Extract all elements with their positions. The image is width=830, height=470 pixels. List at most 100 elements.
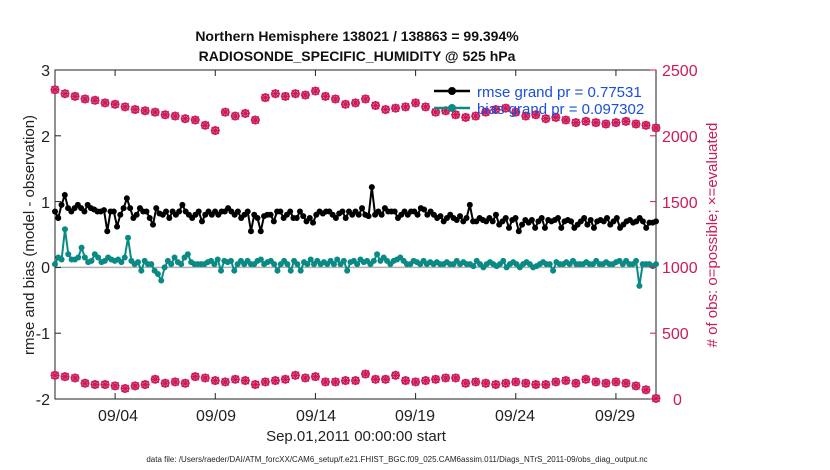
obs-evaluated-obs_possible_00Z-10 <box>150 107 160 117</box>
rmse-point-76 <box>300 213 307 220</box>
obs-marker-obs_low_12Z-33 <box>381 374 391 384</box>
obs-evaluated-obs_low_12Z-53 <box>581 374 591 384</box>
obs-marker-obs_possible_00Z-60 <box>651 123 661 133</box>
obs-marker-obs_low_12Z-43 <box>481 378 491 388</box>
obs-marker-obs_possible_00Z-2 <box>70 91 80 101</box>
bias-point-62 <box>257 256 264 263</box>
obs-marker-obs_low_12Z-6 <box>110 381 120 391</box>
obs-marker-obs_low_12Z-12 <box>170 377 180 387</box>
rmse-point-30 <box>149 221 156 228</box>
obs-marker-obs_possible_00Z-13 <box>180 114 190 124</box>
obs-marker-obs_low_12Z-50 <box>551 377 561 387</box>
obs-evaluated-obs_low_12Z-29 <box>340 376 350 386</box>
obs-marker-obs_possible_00Z-15 <box>200 120 210 130</box>
obs-evaluated-obs_possible_00Z-57 <box>621 116 631 126</box>
obs-evaluated-obs_possible_00Z-45 <box>501 103 511 113</box>
obs-evaluated-obs_possible_00Z-13 <box>180 114 190 124</box>
bias-point-13 <box>95 254 102 261</box>
bias-point-97 <box>374 251 381 258</box>
obs-marker-obs_low_12Z-37 <box>421 376 431 386</box>
obs-marker-obs_possible_00Z-11 <box>160 110 170 120</box>
obs-evaluated-obs_possible_00Z-19 <box>240 108 250 118</box>
obs-marker-obs_low_12Z-9 <box>140 380 150 390</box>
obs-marker-obs_possible_00Z-3 <box>80 94 90 104</box>
bias-point-3 <box>61 226 68 233</box>
rmse-point-96 <box>365 213 372 220</box>
obs-marker-obs_possible_00Z-42 <box>471 111 481 121</box>
obs-marker-obs_possible_00Z-1 <box>60 89 70 99</box>
obs-evaluated-obs_possible_00Z-42 <box>471 111 481 121</box>
obs-evaluated-obs_low_12Z-12 <box>170 377 180 387</box>
rmse-point-86 <box>332 215 339 222</box>
obs-marker-obs_possible_00Z-50 <box>551 112 561 122</box>
left-tick-minus1: -1 <box>36 326 50 343</box>
rmse-point-22 <box>123 195 130 202</box>
x-tick-0904: 09/04 <box>98 408 138 425</box>
obs-marker-obs_low_12Z-36 <box>411 377 421 387</box>
obs-evaluated-obs_low_12Z-20 <box>250 380 260 390</box>
obs-marker-obs_low_12Z-26 <box>310 372 320 382</box>
obs-evaluated-obs_low_12Z-56 <box>611 377 621 387</box>
rmse-point-38 <box>176 208 183 215</box>
obs-marker-obs_low_12Z-15 <box>200 373 210 383</box>
obs-evaluated-obs_low_12Z-46 <box>511 377 521 387</box>
bias-point-50 <box>218 267 225 274</box>
y-axis-right-label: # of obs: o=possible; ×=evaluated <box>704 123 721 348</box>
obs-marker-obs_low_12Z-52 <box>571 378 581 388</box>
rmse-point-56 <box>234 208 241 215</box>
obs-evaluated-obs_possible_00Z-44 <box>491 104 501 114</box>
obs-marker-obs_low_12Z-44 <box>491 380 501 390</box>
rmse-point-150 <box>541 224 548 231</box>
obs-evaluated-obs_possible_00Z-16 <box>210 126 220 136</box>
rmse-point-2 <box>58 201 65 208</box>
chart-title-line2: RADIOSONDE_SPECIFIC_HUMIDITY @ 525 hPa <box>199 48 516 64</box>
rmse-point-104 <box>391 208 398 215</box>
bias-point-74 <box>297 267 304 274</box>
ticks-layer <box>55 69 656 400</box>
rmse-point-9 <box>81 208 88 215</box>
rmse-point-127 <box>466 201 473 208</box>
obs-evaluated-obs_low_12Z-27 <box>320 377 330 387</box>
rmse-point-93 <box>355 211 362 218</box>
bias-point-88 <box>344 267 351 274</box>
obs-evaluated-obs_low_12Z-14 <box>190 372 200 382</box>
x-tick-0924: 09/24 <box>495 408 535 425</box>
obs-marker-obs_low_12Z-1 <box>60 372 70 382</box>
obs-marker-obs_possible_00Z-19 <box>240 108 250 118</box>
bias-point-54 <box>231 267 238 274</box>
bias-point-48 <box>211 261 218 268</box>
rmse-point-164 <box>587 217 594 224</box>
obs-marker-obs_low_12Z-8 <box>130 381 140 391</box>
bias-point-135 <box>500 257 507 264</box>
obs-marker-obs_low_12Z-47 <box>521 378 531 388</box>
legend-rmse-marker <box>448 87 456 95</box>
obs-marker-obs_low_12Z-32 <box>371 374 381 384</box>
obs-evaluated-obs_possible_00Z-51 <box>561 115 571 125</box>
rmse-point-23 <box>127 205 134 212</box>
rmse-point-172 <box>613 215 620 222</box>
obs-evaluated-obs_possible_00Z-26 <box>310 86 320 96</box>
obs-marker-obs_possible_00Z-6 <box>110 99 120 109</box>
bias-point-149 <box>546 261 553 268</box>
obs-marker-obs_possible_00Z-57 <box>621 116 631 126</box>
obs-marker-obs_low_12Z-45 <box>501 378 511 388</box>
obs-evaluated-obs_possible_00Z-33 <box>381 104 391 114</box>
obs-marker-obs_possible_00Z-29 <box>340 99 350 109</box>
obs-marker-obs_possible_00Z-20 <box>250 115 260 125</box>
obs-marker-obs_possible_00Z-54 <box>591 118 601 128</box>
obs-evaluated-obs_possible_00Z-23 <box>280 91 290 101</box>
bias-point-40 <box>184 251 191 258</box>
obs-marker-obs_possible_00Z-43 <box>481 107 491 117</box>
obs-evaluated-obs_low_12Z-52 <box>571 378 581 388</box>
bias-point-29 <box>148 261 155 268</box>
rmse-point-18 <box>110 208 117 215</box>
bias-point-85 <box>334 256 341 263</box>
rmse-point-62 <box>254 215 261 222</box>
obs-evaluated-obs_possible_00Z-47 <box>521 111 531 121</box>
obs-marker-obs_possible_00Z-56 <box>611 118 621 128</box>
obs-evaluated-obs_low_12Z-10 <box>150 374 160 384</box>
rmse-point-139 <box>506 224 513 231</box>
obs-marker-obs_possible_00Z-36 <box>411 98 421 108</box>
obs-evaluated-obs_low_12Z-5 <box>100 380 110 390</box>
bias-point-175 <box>633 257 640 264</box>
